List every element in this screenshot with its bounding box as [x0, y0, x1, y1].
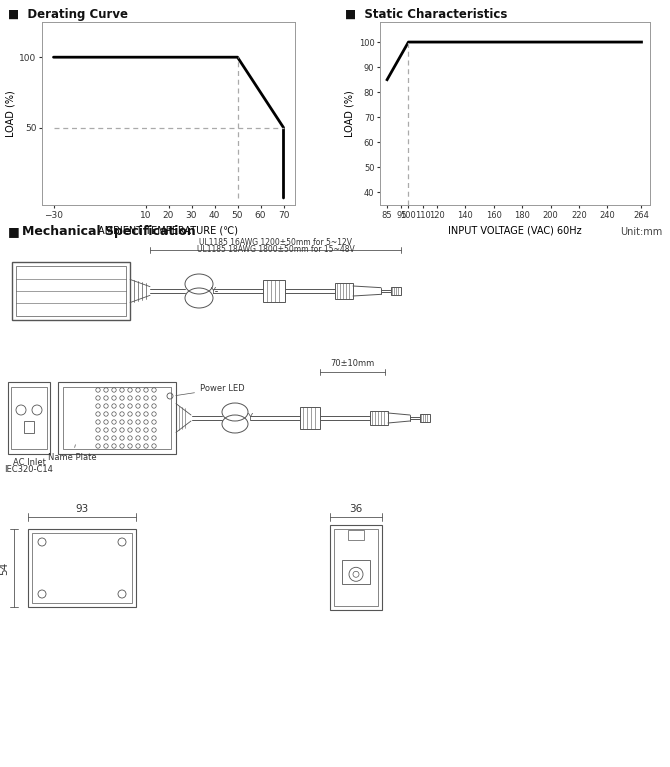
Bar: [335, 283, 353, 299]
Text: ■  Static Characteristics: ■ Static Characteristics: [345, 8, 507, 21]
Bar: [58, 382, 176, 454]
Bar: [300, 407, 320, 429]
Text: AC Inlet: AC Inlet: [13, 458, 46, 467]
Text: ■: ■: [8, 225, 19, 239]
Text: Name Plate: Name Plate: [48, 445, 96, 462]
Bar: [391, 287, 401, 295]
Bar: [11, 387, 47, 449]
Text: Y: Y: [247, 413, 253, 423]
Text: Power LED: Power LED: [176, 384, 245, 396]
Bar: [16, 266, 126, 316]
Bar: [8, 382, 50, 454]
Y-axis label: LOAD (%): LOAD (%): [344, 91, 354, 137]
Text: Unit:mm: Unit:mm: [620, 227, 662, 237]
Bar: [12, 262, 130, 320]
Bar: [342, 561, 370, 584]
Bar: [420, 414, 430, 422]
Text: UL1185 18AWG 1800±50mm for 15~48V: UL1185 18AWG 1800±50mm for 15~48V: [196, 245, 354, 254]
Text: 54: 54: [0, 561, 9, 574]
Bar: [32, 533, 132, 603]
Bar: [330, 525, 382, 610]
Bar: [63, 387, 171, 449]
Text: 93: 93: [75, 504, 88, 514]
Text: 36: 36: [349, 504, 362, 514]
Text: ■  Derating Curve: ■ Derating Curve: [8, 8, 128, 21]
Bar: [334, 529, 378, 606]
Text: 70±10mm: 70±10mm: [330, 359, 375, 368]
Y-axis label: LOAD (%): LOAD (%): [5, 91, 15, 137]
Bar: [348, 530, 364, 540]
X-axis label: AMBIENT TEMPERATURE (℃): AMBIENT TEMPERATURE (℃): [98, 225, 239, 235]
Text: UL1185 16AWG 1200±50mm for 5~12V: UL1185 16AWG 1200±50mm for 5~12V: [199, 238, 352, 247]
Bar: [263, 280, 285, 302]
Bar: [370, 411, 388, 425]
Text: Mechanical Specification: Mechanical Specification: [22, 225, 196, 239]
X-axis label: INPUT VOLTAGE (VAC) 60Hz: INPUT VOLTAGE (VAC) 60Hz: [448, 225, 582, 235]
Text: IEC320-C14: IEC320-C14: [5, 465, 54, 474]
Bar: [24, 421, 34, 433]
Bar: [28, 529, 136, 607]
Text: Y: Y: [210, 287, 216, 295]
